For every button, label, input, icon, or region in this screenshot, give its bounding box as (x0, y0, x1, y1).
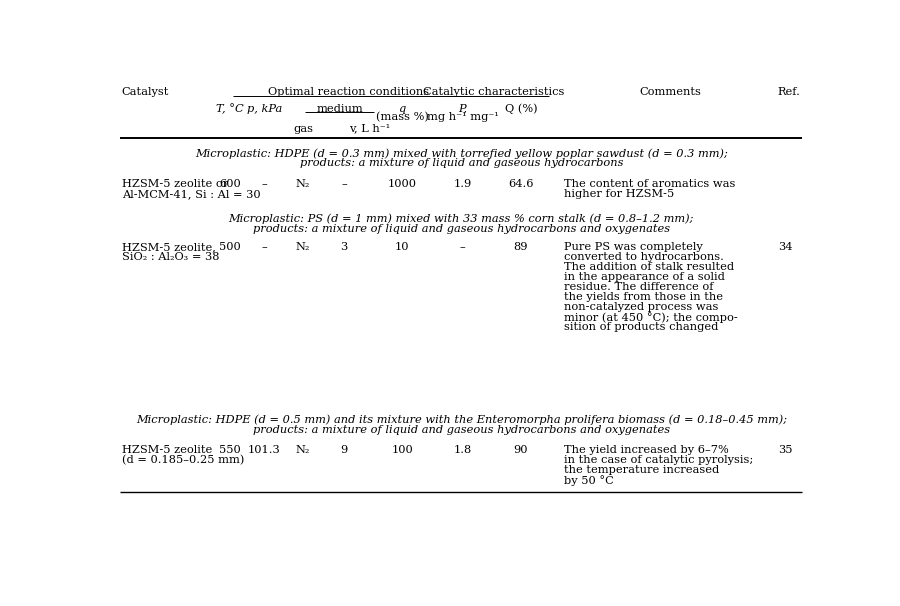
Text: gas: gas (293, 124, 313, 133)
Text: 1.8: 1.8 (454, 445, 472, 455)
Text: 89: 89 (514, 242, 528, 252)
Text: (mass %): (mass %) (376, 112, 428, 122)
Text: Optimal reaction conditions: Optimal reaction conditions (268, 87, 429, 96)
Text: products: a mixture of liquid and gaseous hydrocarbons and oxygenates: products: a mixture of liquid and gaseou… (253, 224, 670, 234)
Text: N₂: N₂ (296, 242, 310, 252)
Text: in the case of catalytic pyrolysis;: in the case of catalytic pyrolysis; (563, 456, 752, 465)
Text: 35: 35 (778, 445, 793, 455)
Text: q: q (399, 104, 406, 113)
Text: mg h⁻¹ mg⁻¹: mg h⁻¹ mg⁻¹ (427, 112, 499, 122)
Text: Q (%): Q (%) (505, 104, 537, 114)
Text: 100: 100 (392, 445, 413, 455)
Text: HZSM-5 zeolite or: HZSM-5 zeolite or (122, 179, 228, 189)
Text: HZSM-5 zeolite,: HZSM-5 zeolite, (122, 242, 216, 252)
Text: 9: 9 (340, 445, 347, 455)
Text: –: – (341, 179, 347, 189)
Text: The yield increased by 6–7%: The yield increased by 6–7% (563, 445, 728, 455)
Text: Ref.: Ref. (778, 87, 800, 96)
Text: –: – (262, 242, 267, 252)
Text: The content of aromatics was: The content of aromatics was (563, 179, 735, 189)
Text: p, kPa: p, kPa (247, 104, 282, 113)
Text: by 50 °C: by 50 °C (563, 476, 613, 486)
Text: higher for HZSM-5: higher for HZSM-5 (563, 189, 674, 199)
Text: non-catalyzed process was: non-catalyzed process was (563, 302, 718, 312)
Text: minor (at 450 °C); the compo-: minor (at 450 °C); the compo- (563, 312, 737, 323)
Text: –: – (460, 242, 465, 252)
Text: Pure PS was completely: Pure PS was completely (563, 242, 702, 252)
Text: SiO₂ : Al₂O₃ = 38: SiO₂ : Al₂O₃ = 38 (122, 252, 220, 262)
Text: 101.3: 101.3 (248, 445, 281, 455)
Text: v, L h⁻¹: v, L h⁻¹ (349, 124, 390, 133)
Text: 34: 34 (778, 242, 793, 252)
Text: converted to hydrocarbons.: converted to hydrocarbons. (563, 252, 724, 262)
Text: Catalyst: Catalyst (122, 87, 169, 96)
Text: Al-MCM-41, Si : Al = 30: Al-MCM-41, Si : Al = 30 (122, 189, 260, 199)
Text: 3: 3 (340, 242, 347, 252)
Text: Microplastic: PS (d = 1 mm) mixed with 33 mass % corn stalk (d = 0.8–1.2 mm);: Microplastic: PS (d = 1 mm) mixed with 3… (229, 214, 694, 224)
Text: 1.9: 1.9 (454, 179, 472, 189)
Text: –: – (262, 179, 267, 189)
Text: N₂: N₂ (296, 179, 310, 189)
Text: N₂: N₂ (296, 445, 310, 455)
Text: 500: 500 (220, 242, 241, 252)
Text: P,: P, (458, 104, 467, 113)
Text: residue. The difference of: residue. The difference of (563, 282, 713, 292)
Text: (d = 0.185–0.25 mm): (d = 0.185–0.25 mm) (122, 456, 244, 466)
Text: The addition of stalk resulted: The addition of stalk resulted (563, 262, 733, 272)
Text: HZSM-5 zeolite: HZSM-5 zeolite (122, 445, 212, 455)
Text: 10: 10 (395, 242, 410, 252)
Text: the temperature increased: the temperature increased (563, 465, 719, 476)
Text: 90: 90 (514, 445, 528, 455)
Text: T, °C: T, °C (216, 104, 244, 114)
Text: Microplastic: HDPE (d = 0.5 mm) and its mixture with the Enteromorpha prolifera : Microplastic: HDPE (d = 0.5 mm) and its … (136, 415, 787, 425)
Text: 600: 600 (220, 179, 241, 189)
Text: Catalytic characteristics: Catalytic characteristics (423, 87, 564, 96)
Text: 1000: 1000 (388, 179, 417, 189)
Text: the yields from those in the: the yields from those in the (563, 292, 723, 302)
Text: sition of products changed: sition of products changed (563, 322, 718, 332)
Text: 550: 550 (220, 445, 241, 455)
Text: in the appearance of a solid: in the appearance of a solid (563, 272, 724, 282)
Text: medium: medium (316, 104, 363, 113)
Text: Comments: Comments (640, 87, 701, 96)
Text: products: a mixture of liquid and gaseous hydrocarbons: products: a mixture of liquid and gaseou… (300, 158, 623, 168)
Text: products: a mixture of liquid and gaseous hydrocarbons and oxygenates: products: a mixture of liquid and gaseou… (253, 425, 670, 435)
Text: 64.6: 64.6 (508, 179, 534, 189)
Text: Microplastic: HDPE (d = 0.3 mm) mixed with torrefied yellow poplar sawdust (d = : Microplastic: HDPE (d = 0.3 mm) mixed wi… (194, 148, 728, 159)
